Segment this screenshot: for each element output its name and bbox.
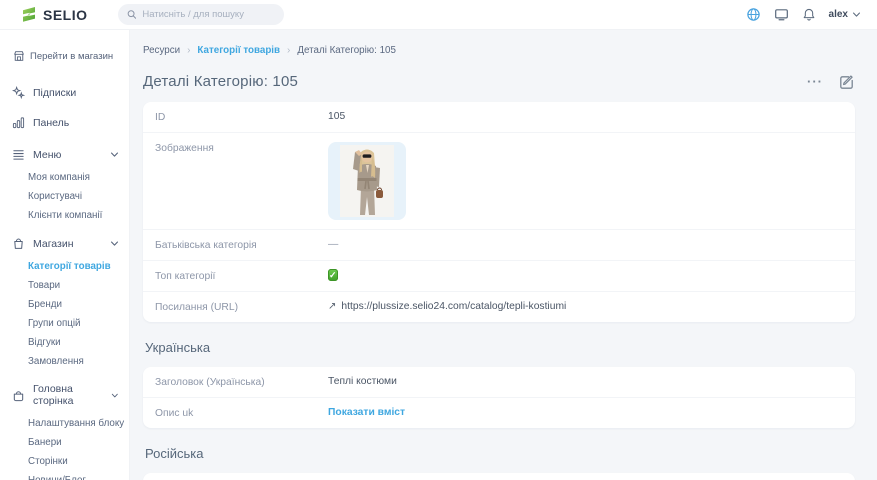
sidebar-group-shop[interactable]: Магазин (0, 230, 129, 257)
detail-row-uk-heading: Заголовок (Українська) Теплі костюми (143, 367, 855, 398)
title-row: Деталі Категорію: 105 ··· (143, 73, 855, 90)
chevron-down-icon (852, 12, 861, 17)
sidebar-group-label: Магазин (33, 237, 74, 250)
chevron-down-icon (112, 393, 119, 397)
sidebar-item-pages[interactable]: Сторінки (28, 456, 68, 467)
sidebar-item-product-categories[interactable]: Категорії товарів (28, 261, 111, 272)
sidebar-group-label: Головна сторінка (33, 383, 74, 407)
notifications-bell-icon[interactable] (802, 7, 816, 22)
ukrainian-card: Заголовок (Українська) Теплі костюми Опи… (143, 367, 855, 428)
page-title: Деталі Категорію: 105 (143, 73, 299, 90)
show-content-link-uk[interactable]: Показати вміст (328, 407, 406, 418)
detail-row-id: ID 105 (143, 102, 855, 133)
sidebar-item-label: Підписки (33, 86, 77, 99)
sidebar-item-brands[interactable]: Бренди (28, 299, 62, 310)
row-value: 105 (328, 111, 346, 122)
breadcrumb: Ресурси › Категорії товарів › Деталі Кат… (143, 45, 855, 56)
detail-row-uk-description: Опис uk Показати вміст (143, 398, 855, 428)
sidebar-item-my-company[interactable]: Моя компанія (28, 172, 90, 183)
sidebar-item-subscriptions[interactable]: Підписки (0, 79, 129, 106)
selio-logo-icon (23, 7, 35, 22)
sidebar-item-orders[interactable]: Замовлення (28, 356, 84, 367)
global-search[interactable] (117, 4, 284, 25)
section-title-russian: Російська (145, 446, 204, 461)
search-icon (127, 10, 136, 19)
row-label: ID (155, 112, 166, 123)
sidebar-group-label: Меню (33, 148, 62, 161)
row-label: Зображення (155, 143, 214, 154)
sidebar: Перейти в магазин Підписки Панель (0, 30, 130, 480)
search-input[interactable] (142, 9, 275, 20)
menu-lines-icon (12, 148, 25, 161)
top-bar: SELIO alex (0, 0, 877, 30)
top-category-checkbox-checked[interactable]: ✓ (328, 269, 338, 281)
more-actions-button[interactable]: ··· (807, 73, 823, 89)
category-photo (340, 145, 394, 217)
detail-row-ru-heading: Заголовок (Російська) Тёплые костюмы (143, 473, 855, 480)
row-value: — (328, 239, 339, 250)
row-label: Топ категорії (155, 271, 216, 282)
row-label: Посилання (URL) (155, 302, 239, 313)
row-label: Батьківська категорія (155, 240, 257, 251)
sidebar-item-products[interactable]: Товари (28, 280, 61, 291)
bar-chart-icon (12, 116, 25, 129)
detail-row-image: Зображення (143, 133, 855, 230)
detail-row-parent-category: Батьківська категорія — (143, 230, 855, 261)
chevron-down-icon (110, 241, 119, 246)
sidebar-item-block-settings[interactable]: Налаштування блоку (28, 418, 125, 429)
sidebar-item-banners[interactable]: Банери (28, 437, 62, 448)
row-label: Опис uk (155, 408, 194, 419)
main-content: Ресурси › Категорії товарів › Деталі Кат… (130, 30, 877, 480)
sidebar-item-panel[interactable]: Панель (0, 109, 129, 136)
sidebar-item-users[interactable]: Користувачі (28, 191, 83, 202)
sidebar-item-label: Панель (33, 116, 70, 129)
logo-text: SELIO (43, 6, 88, 23)
breadcrumb-current: Деталі Категорію: 105 (297, 45, 396, 56)
sidebar-item-news-blog[interactable]: Новини/Блог (0, 471, 129, 480)
breadcrumb-separator: › (287, 45, 291, 56)
row-label: Заголовок (Українська) (155, 377, 265, 388)
category-details-card: ID 105 Зображення (143, 102, 855, 322)
user-menu[interactable]: alex (829, 9, 861, 20)
logo[interactable]: SELIO (20, 6, 88, 23)
breadcrumb-resources[interactable]: Ресурси (143, 45, 181, 56)
user-name: alex (828, 9, 848, 20)
sidebar-group-menu[interactable]: Меню (0, 141, 129, 168)
sidebar-item-go-to-store[interactable]: Перейти в магазин (0, 46, 129, 66)
sparkles-icon (12, 86, 25, 99)
sidebar-item-option-groups[interactable]: Групи опцій (28, 318, 81, 329)
detail-row-top-category: Топ категорії ✓ (143, 261, 855, 292)
display-icon[interactable] (774, 7, 789, 22)
chevron-down-icon (110, 152, 119, 157)
detail-row-url: Посилання (URL) ↗ https://plussize.selio… (143, 292, 855, 322)
shopping-bag-icon (12, 237, 25, 250)
sidebar-item-company-clients[interactable]: Клієнти компанії (28, 210, 103, 221)
external-link-icon: ↗ (328, 301, 337, 312)
russian-card: Заголовок (Російська) Тёплые костюмы Опи… (143, 473, 855, 480)
edit-button[interactable] (839, 74, 855, 90)
basket-icon (12, 389, 25, 402)
language-globe-icon[interactable] (746, 7, 761, 22)
sidebar-item-label: Перейти в магазин (30, 50, 114, 62)
breadcrumb-separator: › (187, 45, 191, 56)
sidebar-item-reviews[interactable]: Відгуки (28, 337, 61, 348)
edit-pencil-icon (840, 74, 853, 89)
section-title-ukrainian: Українська (145, 340, 211, 355)
storefront-icon (12, 50, 25, 62)
sidebar-group-home-page[interactable]: Головна сторінка (0, 376, 129, 414)
header-actions: alex (746, 7, 861, 22)
category-image-thumbnail[interactable] (328, 142, 406, 220)
breadcrumb-categories-link[interactable]: Категорії товарів (197, 45, 281, 56)
category-url-link[interactable]: https://plussize.selio24.com/catalog/tep… (341, 301, 567, 312)
row-value: Теплі костюми (328, 376, 397, 387)
